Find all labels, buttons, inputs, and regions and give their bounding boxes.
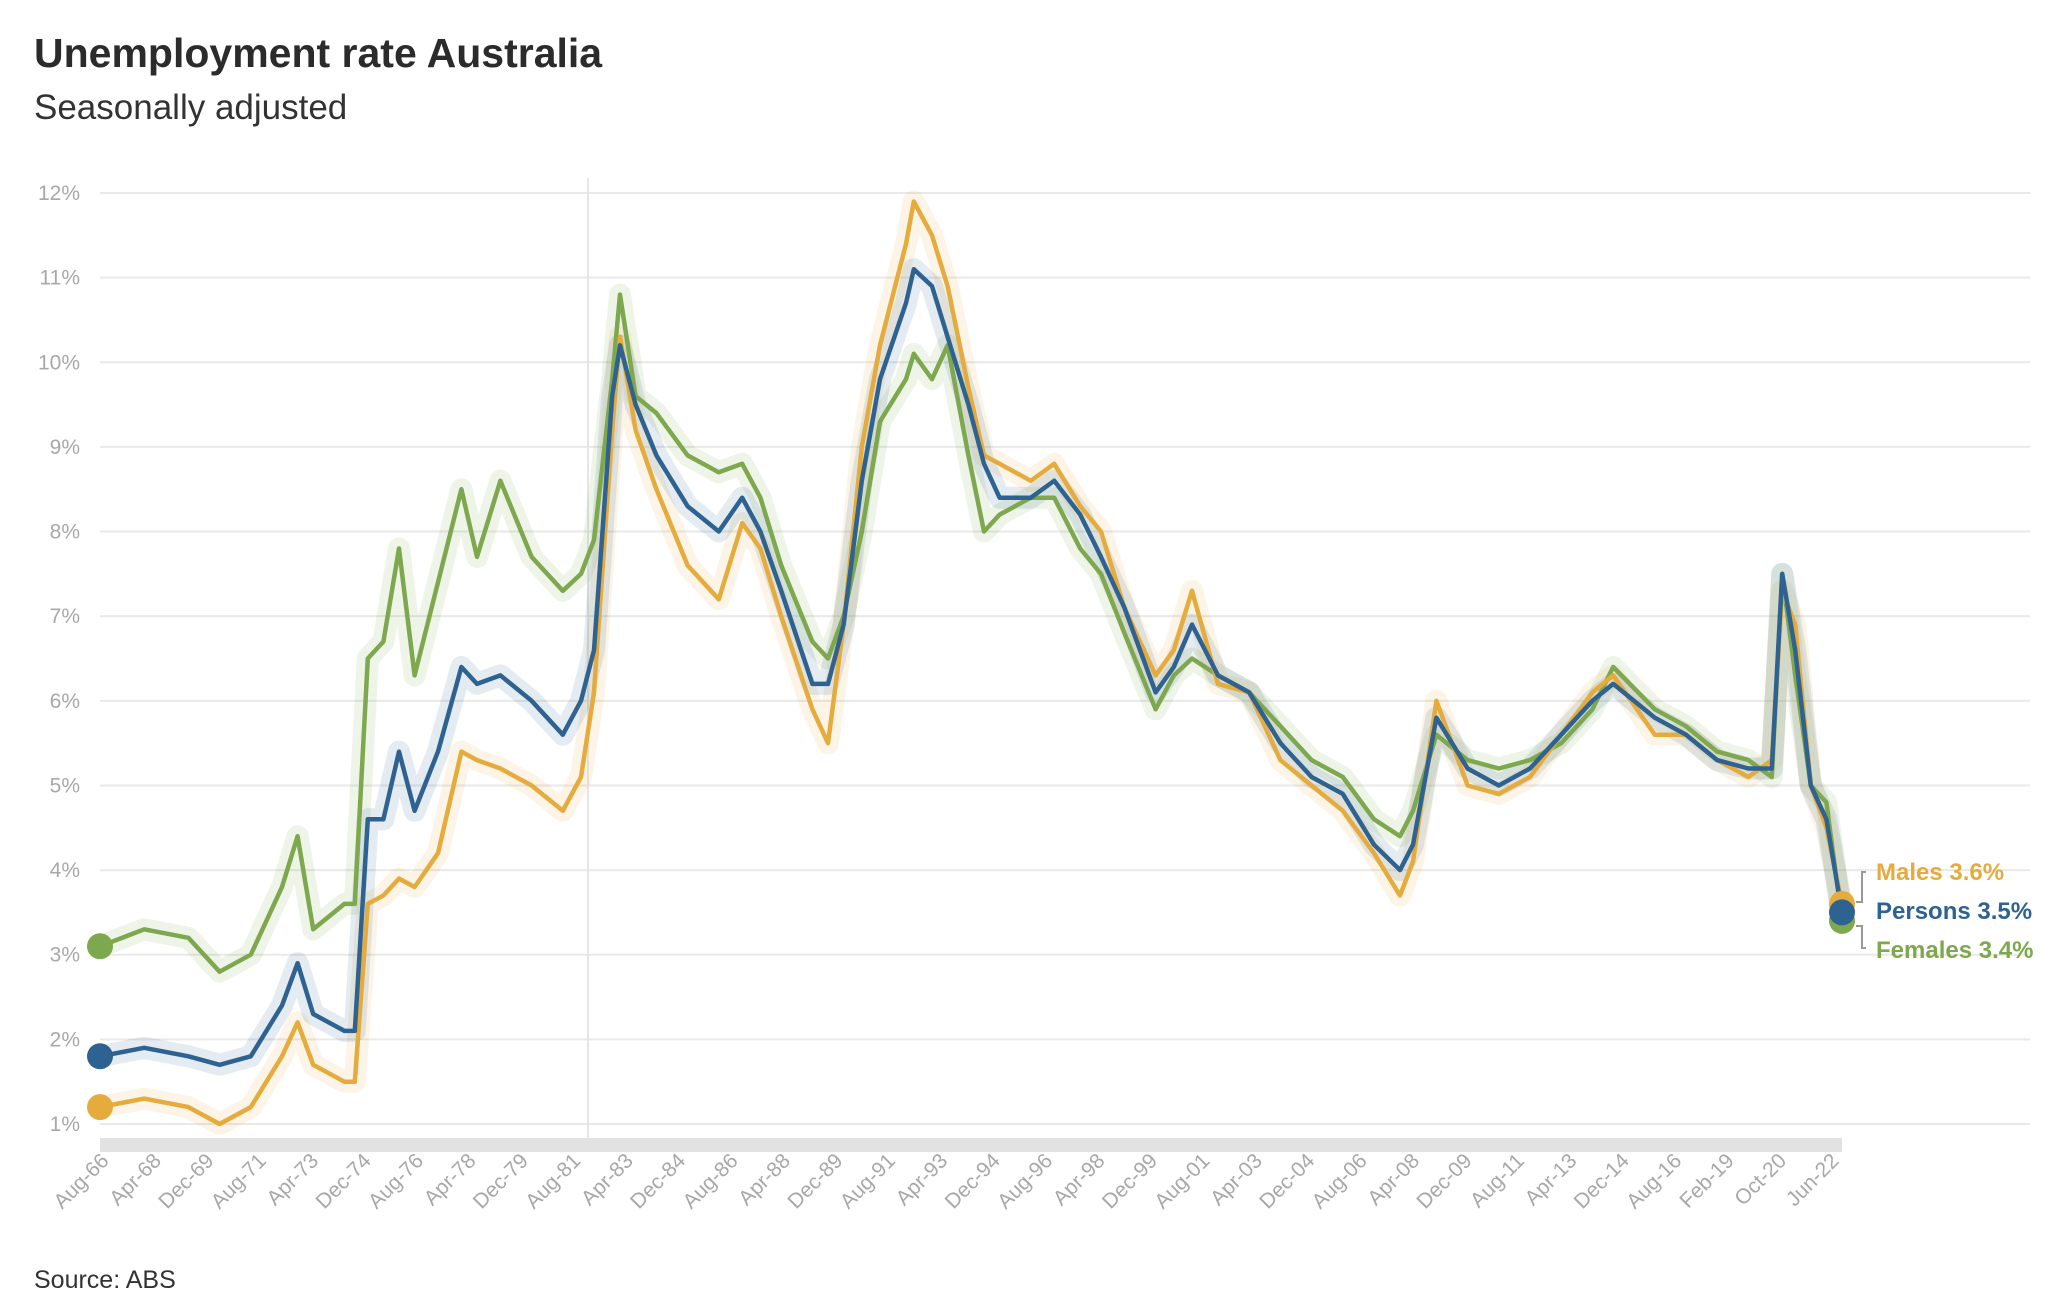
x-tick-label: Dec-84 <box>626 1149 690 1213</box>
y-tick-label: 2% <box>50 1028 80 1051</box>
x-tick-label: Feb-19 <box>1675 1149 1738 1212</box>
y-tick-label: 11% <box>40 267 80 290</box>
x-tick-label: Dec-69 <box>154 1149 218 1213</box>
y-tick-label: 1% <box>50 1113 80 1136</box>
x-tick-label: Dec-99 <box>1098 1149 1162 1213</box>
x-tick-label: Dec-94 <box>941 1149 1005 1213</box>
series-endpoints <box>87 890 1855 1121</box>
label-connector <box>1856 925 1866 949</box>
series-start-dot <box>87 933 113 960</box>
x-tick-label: Aug-91 <box>836 1149 900 1213</box>
x-axis-band <box>100 1138 1842 1152</box>
x-tick-label: Aug-11 <box>1466 1149 1529 1212</box>
chart-title: Unemployment rate Australia <box>34 30 603 76</box>
series-line <box>97 199 1845 1127</box>
x-tick-label: Dec-89 <box>783 1149 847 1213</box>
y-tick-label: 6% <box>50 690 80 713</box>
series-label-females: Females 3.4% <box>1876 937 2033 964</box>
x-tick-label: Jun-22 <box>1782 1149 1844 1211</box>
gridlines <box>100 178 2030 1140</box>
series-start-dot <box>87 1043 113 1070</box>
series-line <box>97 266 1845 1068</box>
x-tick-label: Aug-86 <box>678 1149 742 1213</box>
y-tick-label: 9% <box>50 436 80 459</box>
x-tick-label: Dec-14 <box>1570 1149 1634 1213</box>
y-tick-label: 10% <box>38 351 80 374</box>
x-tick-label: Dec-79 <box>469 1149 533 1213</box>
y-tick-label: 12% <box>38 182 80 205</box>
y-tick-label: 7% <box>50 605 80 628</box>
x-tick-label: Aug-71 <box>207 1149 271 1213</box>
x-tick-label: Dec-04 <box>1255 1149 1319 1213</box>
x-tick-label: Dec-74 <box>312 1149 376 1213</box>
series-label-males: Males 3.6% <box>1876 859 2004 886</box>
series-lines <box>97 199 1845 1127</box>
label-connector <box>1856 871 1866 903</box>
y-tick-label: 5% <box>50 774 80 797</box>
x-tick-label: Aug-01 <box>1150 1149 1214 1213</box>
chart-subtitle: Seasonally adjusted <box>34 88 348 127</box>
source-note: Source: ABS <box>34 1266 176 1294</box>
x-tick-label: Aug-16 <box>1622 1149 1686 1213</box>
y-tick-label: 4% <box>50 859 80 882</box>
x-tick-label: Oct-20 <box>1730 1149 1791 1210</box>
x-tick-label: Aug-76 <box>364 1149 428 1213</box>
x-tick-label: Aug-06 <box>1308 1149 1372 1213</box>
x-tick-label: Aug-96 <box>993 1149 1057 1213</box>
series-labels: Males 3.6% Persons 3.5% Females 3.4% <box>1856 859 2033 964</box>
series-label-persons: Persons 3.5% <box>1876 898 2032 925</box>
series-end-dot <box>1829 899 1855 926</box>
x-tick-label: Aug-81 <box>521 1149 585 1213</box>
series-start-dot <box>87 1094 113 1121</box>
y-tick-label: 8% <box>50 521 80 544</box>
x-axis-ticks: Aug-66Apr-68Dec-69Aug-71Apr-73Dec-74Aug-… <box>49 1149 1843 1213</box>
x-tick-label: Aug-66 <box>49 1149 113 1213</box>
y-tick-label: 3% <box>50 944 80 967</box>
x-tick-label: Dec-09 <box>1412 1149 1476 1213</box>
y-axis-ticks: 1% 2% 3% 4% 5% 6% 7% 8% 9% 10% 11% 12% <box>38 182 80 1136</box>
